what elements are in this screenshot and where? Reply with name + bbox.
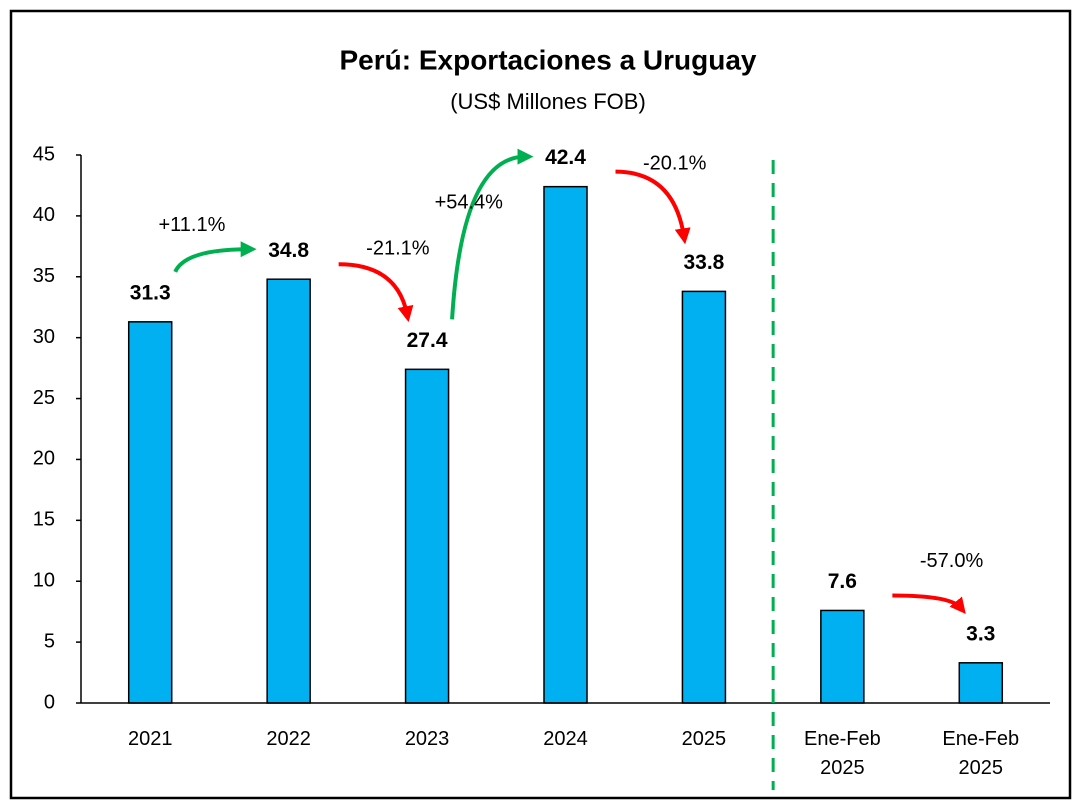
value-label: 3.3 bbox=[966, 622, 995, 645]
change-label: -21.1% bbox=[366, 238, 430, 260]
bar bbox=[958, 662, 1004, 704]
value-label: 42.4 bbox=[545, 146, 586, 169]
chart-border bbox=[9, 9, 1072, 800]
change-arrow bbox=[615, 169, 691, 245]
y-tick-label: 45 bbox=[33, 143, 55, 165]
bar bbox=[820, 609, 865, 704]
y-tick-label: 5 bbox=[44, 630, 55, 652]
x-tick-label: 2021 bbox=[127, 728, 173, 750]
value-label: 33.8 bbox=[683, 251, 724, 274]
bar bbox=[127, 321, 173, 704]
change-label: -20.1% bbox=[643, 152, 707, 174]
x-tick-label: 2025 bbox=[681, 728, 727, 750]
bar bbox=[543, 185, 588, 704]
bar bbox=[404, 368, 450, 704]
y-tick-label: 30 bbox=[33, 326, 55, 348]
y-tick-label: 10 bbox=[33, 570, 55, 592]
value-label: 31.3 bbox=[130, 281, 171, 304]
value-label: 7.6 bbox=[828, 570, 857, 593]
change-label: -57.0% bbox=[920, 550, 984, 572]
change-arrow bbox=[892, 593, 966, 615]
bar bbox=[681, 290, 727, 704]
chart-title: Perú: Exportaciones a Uruguay bbox=[339, 44, 756, 75]
x-tick-label: Ene-Feb 2025 bbox=[942, 728, 1020, 779]
chart-subtitle: (US$ Millones FOB) bbox=[450, 89, 646, 114]
y-tick-label: 20 bbox=[33, 448, 55, 470]
y-tick-label: 15 bbox=[33, 509, 55, 531]
change-label: +11.1% bbox=[158, 214, 225, 236]
x-tick-label: 2024 bbox=[543, 728, 588, 750]
change-label: +54.4% bbox=[435, 191, 504, 213]
y-tick-label: 0 bbox=[44, 691, 55, 713]
x-tick-label: 2023 bbox=[404, 728, 450, 750]
y-tick-label: 25 bbox=[33, 387, 55, 409]
value-label: 34.8 bbox=[268, 239, 309, 262]
x-tick-label: 2022 bbox=[266, 728, 311, 750]
y-tick-label: 40 bbox=[33, 204, 55, 226]
change-arrow bbox=[450, 148, 534, 320]
value-label: 27.4 bbox=[407, 329, 448, 352]
change-arrow bbox=[338, 262, 414, 323]
x-tick-label: Ene-Feb 2025 bbox=[803, 728, 881, 779]
bar bbox=[266, 278, 311, 704]
y-tick-label: 35 bbox=[33, 265, 55, 287]
change-arrow bbox=[173, 241, 257, 273]
